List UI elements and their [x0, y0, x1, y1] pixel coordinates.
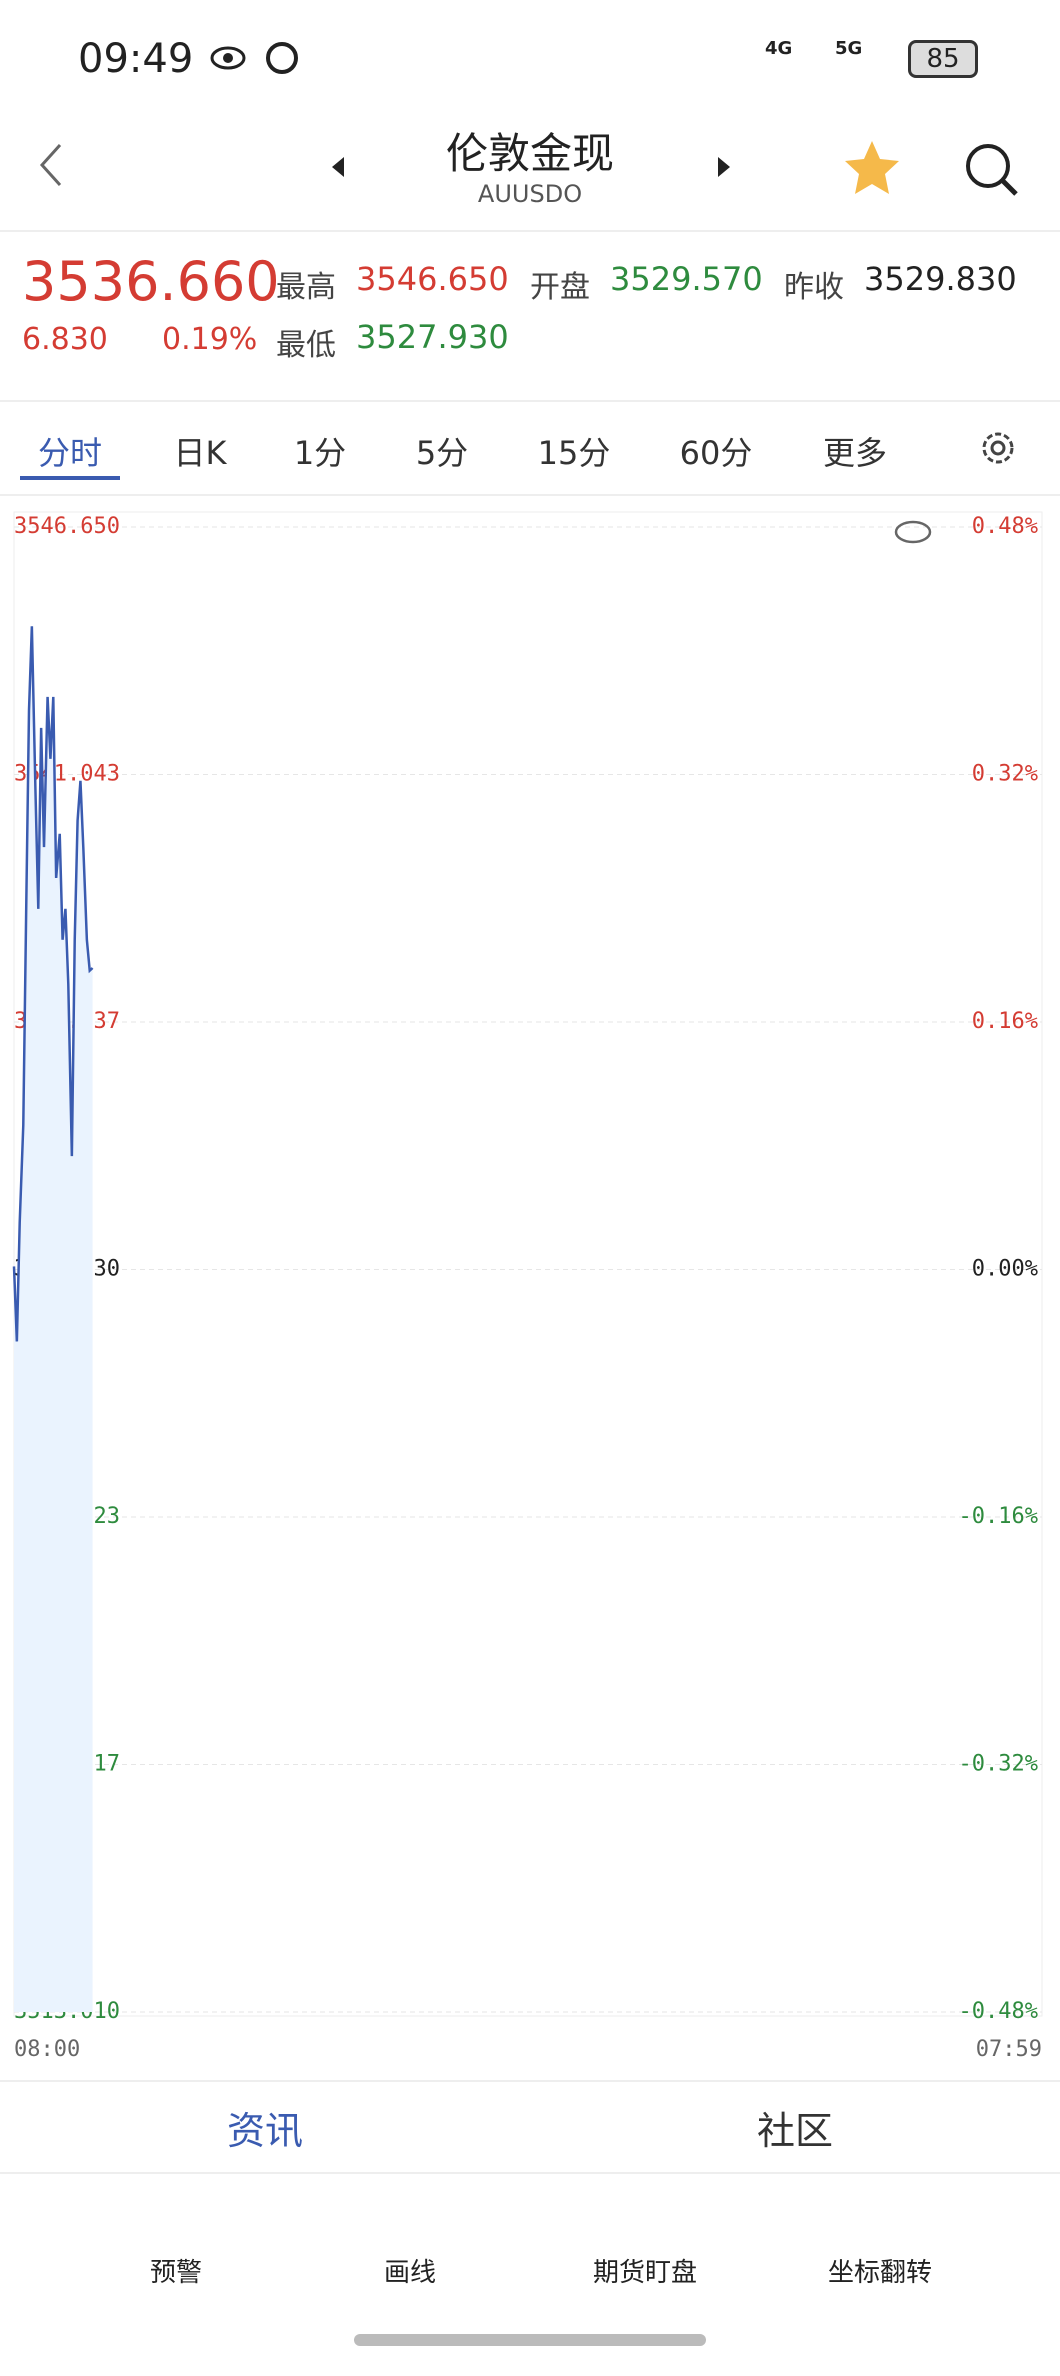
- period-tab[interactable]: 1分: [293, 434, 347, 472]
- settings[interactable]: [976, 426, 1020, 470]
- favorite-star[interactable]: [842, 138, 902, 198]
- battery: 85: [908, 40, 978, 78]
- x-tick-label: 07:59: [976, 2037, 1042, 2060]
- prev-arrow[interactable]: [328, 155, 348, 179]
- line: [12, 626, 94, 1342]
- toolbar-item[interactable]: 坐标翻转: [827, 2258, 932, 2288]
- search-button[interactable]: [962, 140, 1022, 200]
- period-tab[interactable]: 5分: [415, 434, 469, 472]
- header-title: 伦敦金现: [445, 129, 614, 178]
- open-label: 开盘: [530, 270, 590, 305]
- last-price: 3536.660: [22, 250, 280, 313]
- divider: [0, 2172, 1060, 2174]
- low-label: 最低: [276, 328, 336, 363]
- network-4g: 4G: [765, 38, 793, 59]
- prev-close: 3529.830: [864, 260, 1017, 298]
- low: 3527.930: [356, 318, 509, 356]
- divider: [0, 2080, 1060, 2082]
- home-indicator: [354, 2334, 706, 2346]
- y2-tick-label: -0.48%: [959, 1999, 1038, 2024]
- y2-tick-label: 0.48%: [972, 514, 1038, 539]
- period-tab[interactable]: 分时: [20, 428, 120, 480]
- network-5g: 5G: [835, 38, 863, 59]
- y2-tick-label: -0.32%: [959, 1752, 1038, 1777]
- toolbar-item[interactable]: 预警: [149, 2258, 202, 2288]
- back-button[interactable]: [30, 140, 70, 190]
- toolbar-item[interactable]: 画线: [383, 2258, 436, 2288]
- status-icons: [210, 42, 298, 74]
- divider: [0, 400, 1060, 402]
- period-tab[interactable]: 60分: [679, 434, 753, 472]
- y2-tick-label: 0.32%: [972, 762, 1038, 787]
- y2-tick-label: 0.16%: [972, 1009, 1038, 1034]
- content-tab[interactable]: 资讯: [226, 2109, 303, 2153]
- header-subtitle: AUUSDO: [477, 180, 583, 208]
- content-tab[interactable]: 社区: [756, 2109, 833, 2153]
- toolbar-item[interactable]: 期货盯盘: [592, 2258, 697, 2288]
- divider: [0, 494, 1060, 496]
- area: [14, 626, 93, 2012]
- period-tab[interactable]: 更多: [822, 434, 887, 472]
- chart: 3546.6503541.0433535.4373529.8303524.223…: [12, 511, 1043, 2060]
- status-time: 09:49: [78, 36, 194, 82]
- x-tick-label: 08:00: [14, 2037, 80, 2060]
- open: 3529.570: [610, 260, 763, 298]
- change: 6.830: [22, 322, 108, 357]
- change-pct: 0.19%: [162, 322, 258, 357]
- divider: [0, 230, 1060, 232]
- y2-tick-label: -0.16%: [959, 1504, 1038, 1529]
- high: 3546.650: [356, 260, 509, 298]
- visibility-toggle[interactable]: [894, 520, 932, 544]
- period-tab[interactable]: 15分: [537, 434, 611, 472]
- y2-tick-label: 0.00%: [972, 1257, 1038, 1282]
- high-label: 最高: [276, 270, 336, 305]
- next-arrow[interactable]: [714, 155, 734, 179]
- y-tick-label: 3546.650: [14, 514, 120, 539]
- period-tab[interactable]: 日K: [173, 434, 227, 472]
- plot-frame: [13, 511, 1043, 2017]
- prev-label: 昨收: [784, 270, 844, 305]
